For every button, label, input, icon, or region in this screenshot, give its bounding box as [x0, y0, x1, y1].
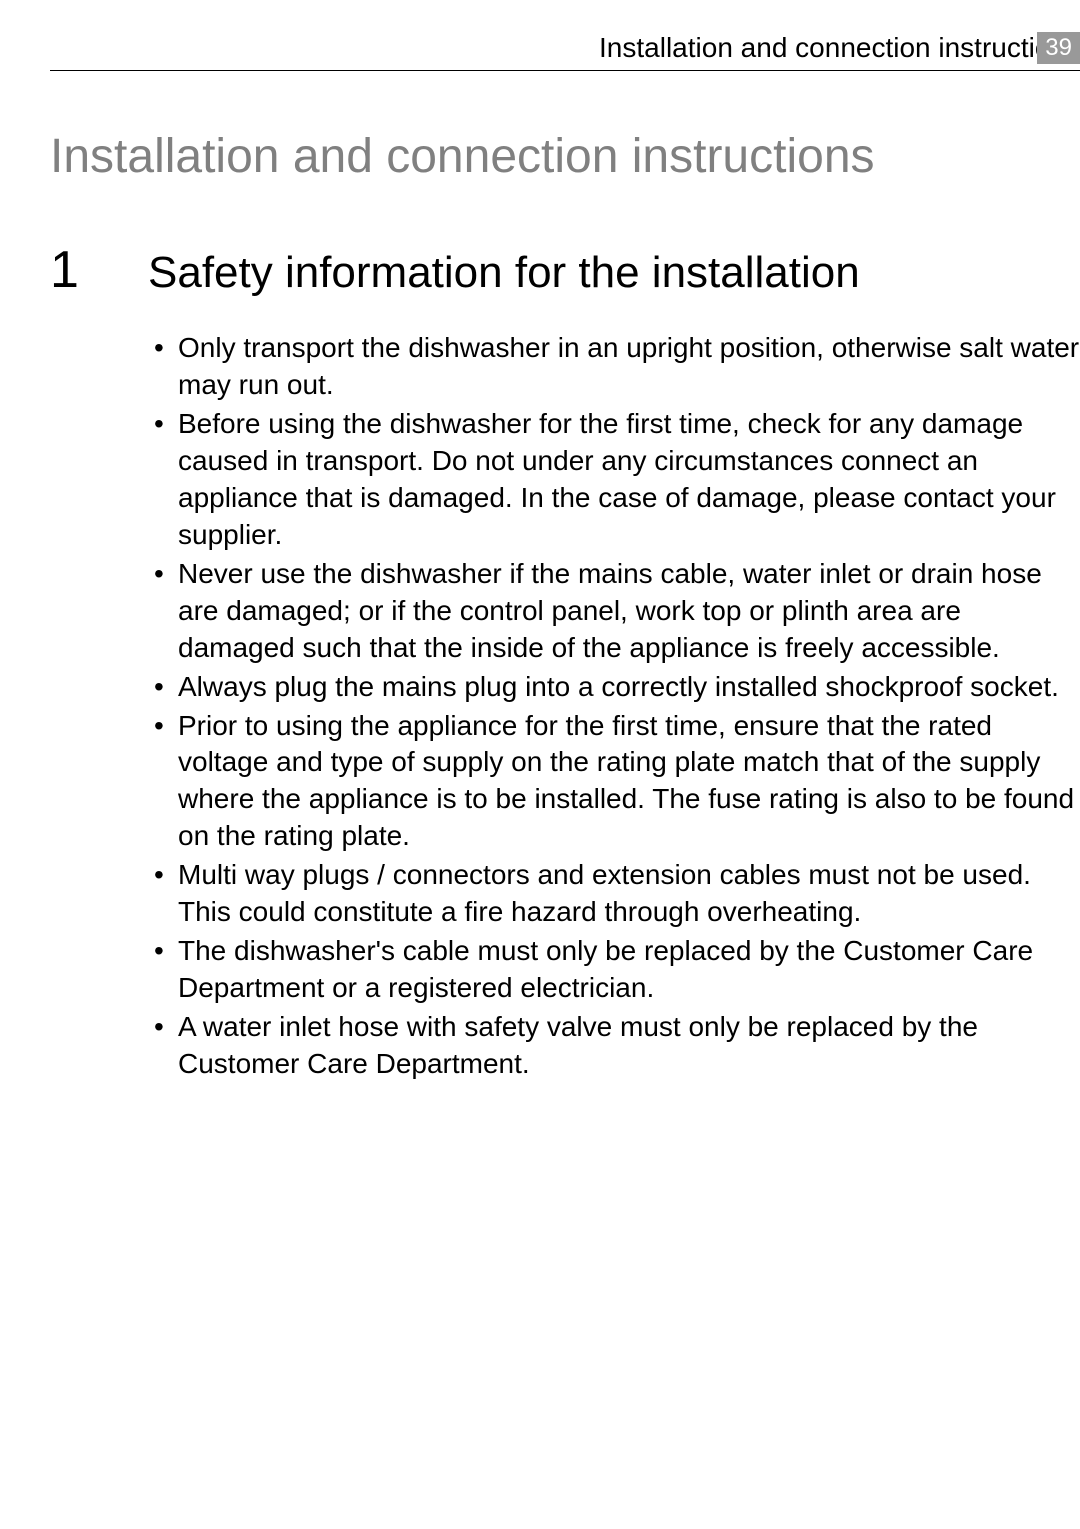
section-title: Safety information for the installation [148, 248, 860, 298]
running-title: Installation and connection instructions [599, 32, 1080, 63]
list-item: • A water inlet hose with safety valve m… [154, 1009, 1080, 1083]
section-number: 1 [50, 240, 148, 300]
bullet-icon: • [154, 669, 178, 706]
chapter-title: Installation and connection instructions [50, 129, 1080, 184]
page-container: Installation and connection instructions… [0, 0, 1080, 1529]
list-item: • Only transport the dishwasher in an up… [154, 330, 1080, 404]
list-item: • The dishwasher's cable must only be re… [154, 933, 1080, 1007]
bullet-text: Prior to using the appliance for the fir… [178, 708, 1080, 856]
bullet-icon: • [154, 708, 178, 856]
bullet-icon: • [154, 330, 178, 404]
section-heading: 1 Safety information for the installatio… [50, 240, 1080, 300]
list-item: • Before using the dishwasher for the fi… [154, 406, 1080, 554]
bullet-text: Never use the dishwasher if the mains ca… [178, 556, 1080, 667]
list-item: • Always plug the mains plug into a corr… [154, 669, 1080, 706]
bullet-icon: • [154, 556, 178, 667]
running-header-text: Installation and connection instructions… [50, 32, 1080, 64]
list-item: • Multi way plugs / connectors and exten… [154, 857, 1080, 931]
bullet-text: The dishwasher's cable must only be repl… [178, 933, 1080, 1007]
bullet-text: Before using the dishwasher for the firs… [178, 406, 1080, 554]
page-number-box: 39 [1037, 32, 1080, 64]
bullet-icon: • [154, 1009, 178, 1083]
bullet-text: Multi way plugs / connectors and extensi… [178, 857, 1080, 931]
bullet-icon: • [154, 857, 178, 931]
bullet-list: • Only transport the dishwasher in an up… [50, 330, 1080, 1083]
bullet-text: A water inlet hose with safety valve mus… [178, 1009, 1080, 1083]
list-item: • Never use the dishwasher if the mains … [154, 556, 1080, 667]
bullet-icon: • [154, 406, 178, 554]
list-item: • Prior to using the appliance for the f… [154, 708, 1080, 856]
bullet-icon: • [154, 933, 178, 1007]
bullet-text: Only transport the dishwasher in an upri… [178, 330, 1080, 404]
running-header: Installation and connection instructions… [50, 32, 1080, 71]
bullet-text: Always plug the mains plug into a correc… [178, 669, 1080, 706]
